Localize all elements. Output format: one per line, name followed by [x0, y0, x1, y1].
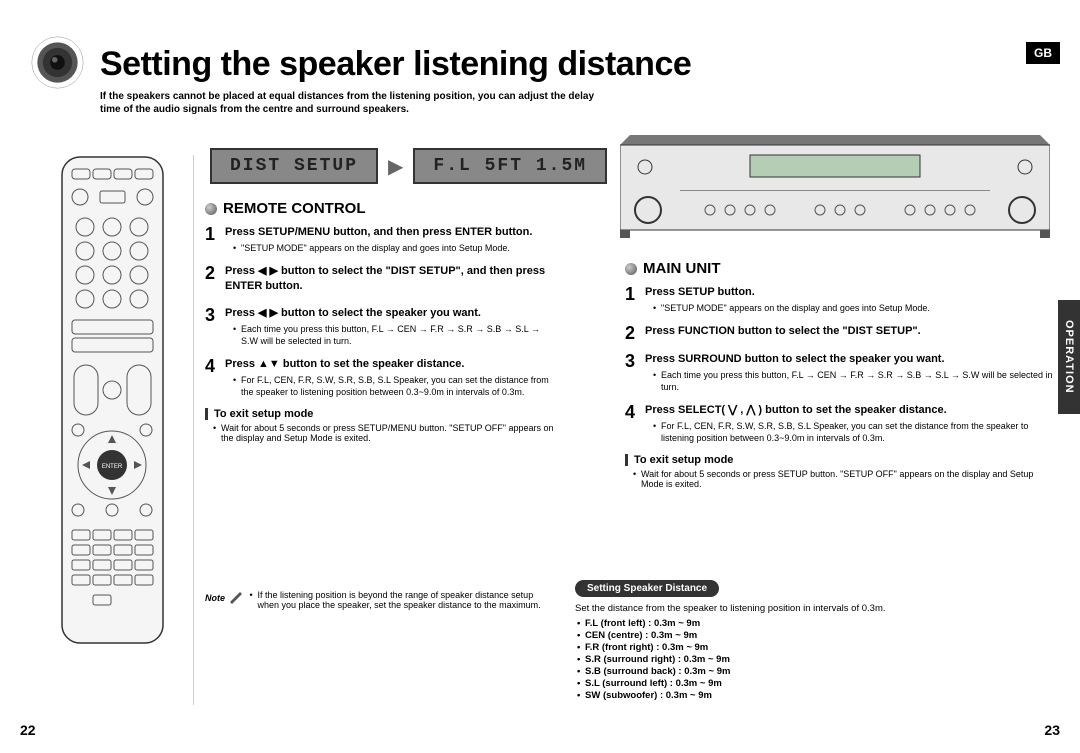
page-number-right: 23	[1044, 722, 1060, 738]
remote-exit-heading: To exit setup mode	[205, 408, 555, 420]
main-step: 1 Press SETUP button. "SETUP MODE" appears…	[625, 285, 1055, 314]
step-title: Press SELECT( ⋁ , ⋀ ) button to set the …	[645, 403, 1055, 418]
speaker-distance-block: Setting Speaker Distance Set the distanc…	[575, 580, 1045, 702]
main-heading: MAIN UNIT	[625, 260, 1055, 277]
remote-step: 3 Press ◀ ▶ button to select the speaker …	[205, 306, 555, 347]
main-step: 2 Press FUNCTION button to select the "DI…	[625, 324, 1055, 342]
note-block: Note If the listening position is beyond…	[205, 590, 550, 610]
step-number: 2	[625, 324, 639, 342]
main-step: 4 Press SELECT( ⋁ , ⋀ ) button to set the…	[625, 403, 1055, 444]
operation-side-tab: OPERATION	[1058, 300, 1080, 414]
distance-item: S.B (surround back) : 0.3m ~ 9m	[575, 666, 1045, 677]
page-number-left: 22	[20, 722, 36, 738]
distance-item: F.R (front right) : 0.3m ~ 9m	[575, 642, 1045, 653]
display-1: DIST SETUP	[210, 148, 378, 184]
receiver-illustration	[620, 115, 1050, 240]
remote-control-section: REMOTE CONTROL 1 Press SETUP/MENU button,…	[205, 200, 555, 443]
distance-pill: Setting Speaker Distance	[575, 580, 719, 597]
pencil-icon	[228, 590, 242, 604]
main-unit-section: MAIN UNIT 1 Press SETUP button. "SETUP MOD…	[625, 260, 1055, 489]
step-title: Press ◀ ▶ button to select the speaker y…	[225, 306, 555, 321]
step-title: Press SETUP/MENU button, and then press …	[225, 225, 555, 240]
step-title: Press ◀ ▶ button to select the "DIST SET…	[225, 264, 555, 294]
speaker-decor-icon	[30, 35, 85, 90]
note-label: Note	[205, 590, 242, 610]
step-number: 3	[625, 352, 639, 393]
step-number: 4	[625, 403, 639, 444]
step-sub: "SETUP MODE" appears on the display and …	[233, 242, 555, 254]
remote-step: 1 Press SETUP/MENU button, and then press…	[205, 225, 555, 254]
step-sub: "SETUP MODE" appears on the display and …	[653, 302, 1055, 314]
remote-step: 4 Press ▲▼ button to set the speaker dist…	[205, 357, 555, 398]
step-sub: For F.L, CEN, F.R, S.W, S.R, S.B, S.L Sp…	[233, 374, 555, 398]
step-number: 3	[205, 306, 219, 347]
step-title: Press FUNCTION button to select the "DIS…	[645, 324, 1055, 339]
distance-intro: Set the distance from the speaker to lis…	[575, 603, 1045, 614]
step-number: 2	[205, 264, 219, 296]
distance-item: S.L (surround left) : 0.3m ~ 9m	[575, 678, 1045, 689]
vertical-divider	[193, 155, 194, 705]
page-title: Setting the speaker listening distance	[100, 45, 691, 84]
display-2: F.L 5FT 1.5M	[413, 148, 607, 184]
step-number: 1	[625, 285, 639, 314]
step-title: Press SETUP button.	[645, 285, 1055, 300]
step-title: Press SURROUND button to select the spea…	[645, 352, 1055, 367]
remote-heading: REMOTE CONTROL	[205, 200, 555, 217]
step-number: 1	[205, 225, 219, 254]
distance-item: CEN (centre) : 0.3m ~ 9m	[575, 630, 1045, 641]
step-sub: Each time you press this button, F.L → C…	[653, 369, 1055, 393]
display-row: DIST SETUP ▶ F.L 5FT 1.5M	[210, 148, 607, 184]
main-step: 3 Press SURROUND button to select the spe…	[625, 352, 1055, 393]
step-sub: Each time you press this button, F.L → C…	[233, 323, 555, 347]
step-sub: For F.L, CEN, F.R, S.W, S.R, S.B, S.L Sp…	[653, 420, 1055, 444]
exit-sub: Wait for about 5 seconds or press SETUP/…	[213, 423, 555, 443]
step-number: 4	[205, 357, 219, 398]
remote-step: 2Press ◀ ▶ button to select the "DIST SE…	[205, 264, 555, 296]
exit-sub: Wait for about 5 seconds or press SETUP …	[633, 469, 1055, 489]
distance-item: S.R (surround right) : 0.3m ~ 9m	[575, 654, 1045, 665]
language-badge: GB	[1026, 42, 1060, 64]
main-exit-heading: To exit setup mode	[625, 454, 1055, 466]
page-subtitle: If the speakers cannot be placed at equa…	[100, 90, 600, 116]
note-item: If the listening position is beyond the …	[250, 590, 550, 610]
arrow-right-icon: ▶	[388, 154, 403, 179]
svg-text:ENTER: ENTER	[102, 464, 123, 470]
distance-item: F.L (front left) : 0.3m ~ 9m	[575, 618, 1045, 629]
step-title: Press ▲▼ button to set the speaker dista…	[225, 357, 555, 372]
remote-control-illustration: ENTER	[60, 155, 165, 645]
distance-item: SW (subwoofer) : 0.3m ~ 9m	[575, 690, 1045, 701]
